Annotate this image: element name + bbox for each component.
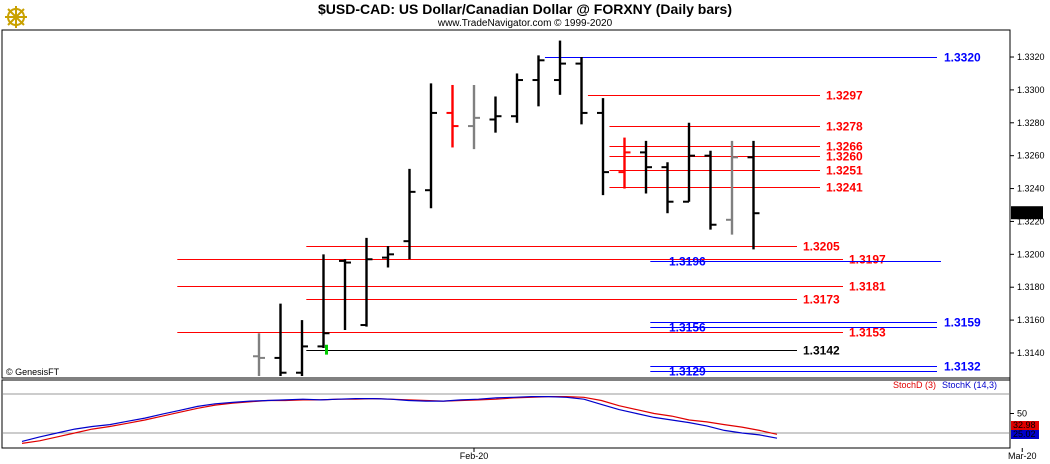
y-tick-label-0: 1.3320 <box>1017 52 1045 62</box>
ohlc-bar-14 <box>554 40 566 95</box>
ohlc-bar-5 <box>360 237 373 327</box>
stoch-series-1 <box>21 396 778 442</box>
level-label-8: 1.3197 <box>849 253 886 267</box>
ohlc-bar-9 <box>446 84 459 148</box>
time-axis: Feb-20 Mar-20 <box>460 448 1037 461</box>
level-label-10: 1.3181 <box>849 280 886 294</box>
ohlc-bar-18 <box>640 140 652 194</box>
ohlc-bar-16 <box>597 98 609 196</box>
level-label-7: 1.3205 <box>803 240 840 254</box>
ohlc-bar-11 <box>489 96 502 133</box>
x-tick-label-1: Mar-20 <box>1008 451 1037 461</box>
stoch-grid <box>3 393 1009 434</box>
y-tick-label-6: 1.3200 <box>1017 249 1045 259</box>
ship-wheel-icon <box>5 6 27 28</box>
ohlc-bar-1 <box>274 303 287 376</box>
ohlc-bar-4 <box>339 259 351 330</box>
x-tick-label-0: Feb-20 <box>460 451 489 461</box>
level-label-3: 1.3266 <box>826 140 863 154</box>
price-axis: 1.33201.33001.32801.32601.32401.32201.32… <box>1010 52 1045 358</box>
chart-title: $USD-CAD: US Dollar/Canadian Dollar @ FO… <box>318 1 732 17</box>
ohlc-bar-6 <box>382 246 394 268</box>
legend-stochK: StochK (14,3) <box>942 380 997 390</box>
stoch-last-box-1 <box>1011 430 1039 439</box>
level-label-12: 1.3159 <box>944 316 981 330</box>
ohlc-bar-2 <box>296 320 308 376</box>
ohlc-bar-15 <box>575 57 588 125</box>
level-label-11: 1.3173 <box>803 293 840 307</box>
y-tick-label-1: 1.3300 <box>1017 85 1045 95</box>
level-label-4: 1.3260 <box>826 150 863 164</box>
stoch-last-label-0: 32.98 <box>1013 420 1036 430</box>
ohlc-bar-7 <box>403 168 416 260</box>
y-tick-label-9: 1.3140 <box>1017 348 1045 358</box>
ohlc-bar-12 <box>511 73 523 123</box>
copyright: © GenesisFT <box>6 367 60 377</box>
ohlc-bar-17 <box>618 137 631 189</box>
last-price-label: 1.3225 <box>1013 208 1041 218</box>
ohlc-bar-21 <box>704 150 717 230</box>
y-tick-label-5: 1.3220 <box>1017 216 1045 226</box>
level-label-15: 1.3142 <box>803 344 840 358</box>
level-label-2: 1.3278 <box>826 120 863 134</box>
ohlc-bar-20 <box>683 122 695 203</box>
stoch-last-label-1: 25.02 <box>1013 429 1036 439</box>
ohlc-bar-13 <box>532 55 545 107</box>
ohlc-bar-22 <box>726 140 738 235</box>
level-label-16: 1.3132 <box>944 360 981 374</box>
level-label-13: 1.3156 <box>669 321 706 335</box>
ohlc-bar-19 <box>661 162 674 214</box>
y-tick-label-4: 1.3240 <box>1017 184 1045 194</box>
ohlc-bar-3 <box>317 254 330 349</box>
chart-subtitle: www.TradeNavigator.com © 1999-2020 <box>437 18 613 29</box>
y-tick-label-7: 1.3180 <box>1017 282 1045 292</box>
level-label-0: 1.3320 <box>944 51 981 65</box>
ohlc-bar-0 <box>253 333 265 376</box>
legend-stochD: StochD (3) <box>893 380 936 390</box>
stoch-tick-label-0: 50 <box>1017 409 1027 419</box>
level-label-9: 1.3196 <box>669 255 706 269</box>
level-label-1: 1.3297 <box>826 89 863 103</box>
y-tick-label-2: 1.3280 <box>1017 118 1045 128</box>
stoch-panel-frame <box>1 379 1011 449</box>
stoch-last-box-0 <box>1011 421 1039 430</box>
ohlc-bar-8 <box>425 83 437 209</box>
ohlc-bar-23 <box>747 140 760 250</box>
level-label-5: 1.3251 <box>826 164 863 178</box>
ohlc-bar-10 <box>468 84 480 150</box>
y-tick-label-8: 1.3160 <box>1017 315 1045 325</box>
level-label-14: 1.3153 <box>849 326 886 340</box>
level-label-6: 1.3241 <box>826 181 863 195</box>
last-price-box <box>1011 206 1043 220</box>
y-tick-label-3: 1.3260 <box>1017 151 1045 161</box>
price-bars <box>253 40 760 376</box>
level-label-17: 1.3129 <box>669 365 706 379</box>
